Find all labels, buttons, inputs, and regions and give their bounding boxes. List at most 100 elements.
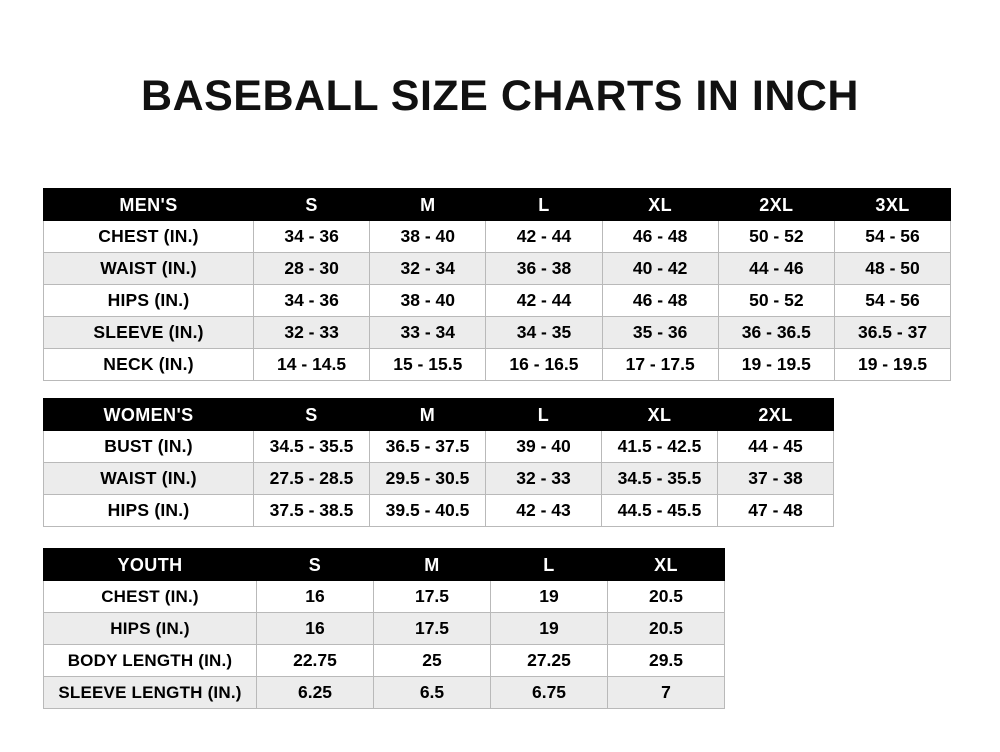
measurement-cell: 19 [490, 580, 608, 613]
youth-header-row: YOUTH S M L XL [43, 548, 725, 581]
youth-column-header-s: S [256, 548, 374, 581]
measurement-cell: 50 - 52 [717, 284, 835, 317]
measurement-cell: 20.5 [607, 580, 725, 613]
measurement-cell: 19 - 19.5 [833, 348, 952, 381]
measurement-cell: 36.5 - 37.5 [369, 430, 486, 463]
womens-header-row: WOMEN'S S M L XL 2XL [43, 398, 834, 431]
table-row: HIPS (IN.) 16 17.5 19 20.5 [43, 612, 725, 645]
measurement-cell: 54 - 56 [833, 284, 952, 317]
womens-column-header-m: M [369, 398, 486, 431]
mens-row-label: NECK (IN.) [43, 348, 254, 381]
table-row: HIPS (IN.) 34 - 36 38 - 40 42 - 44 46 - 48 50… [43, 284, 952, 317]
mens-column-header-s: S [252, 188, 371, 221]
measurement-cell: 36.5 - 37 [833, 316, 952, 349]
table-row: CHEST (IN.) 16 17.5 19 20.5 [43, 580, 725, 613]
measurement-cell: 25 [373, 644, 491, 677]
measurement-cell: 20.5 [607, 612, 725, 645]
measurement-cell: 39.5 - 40.5 [369, 494, 486, 527]
youth-table-head: YOUTH S M L XL [43, 548, 725, 581]
youth-row-label: BODY LENGTH (IN.) [43, 644, 257, 677]
measurement-cell: 7 [607, 676, 725, 709]
measurement-cell: 41.5 - 42.5 [601, 430, 718, 463]
measurement-cell: 33 - 34 [369, 316, 487, 349]
measurement-cell: 6.5 [373, 676, 491, 709]
youth-table-body: CHEST (IN.) 16 17.5 19 20.5 HIPS (IN.) 16 17.5 1… [43, 580, 725, 709]
measurement-cell: 29.5 - 30.5 [369, 462, 486, 495]
measurement-cell: 32 - 33 [252, 316, 371, 349]
measurement-cell: 14 - 14.5 [252, 348, 371, 381]
womens-table-body: BUST (IN.) 34.5 - 35.5 36.5 - 37.5 39 - 40 4… [43, 430, 834, 527]
measurement-cell: 42 - 44 [485, 284, 603, 317]
mens-column-header-l: L [485, 188, 603, 221]
measurement-cell: 44 - 46 [717, 252, 835, 285]
page-title: BASEBALL SIZE CHARTS IN INCH [141, 72, 859, 120]
table-row: NECK (IN.) 14 - 14.5 15 - 15.5 16 - 16.5 17 … [43, 348, 952, 381]
table-row: SLEEVE (IN.) 32 - 33 33 - 34 34 - 35 35 - 36… [43, 316, 952, 349]
table-row: SLEEVE LENGTH (IN.) 6.25 6.5 6.75 7 [43, 676, 725, 709]
measurement-cell: 16 [256, 580, 374, 613]
measurement-cell: 34 - 36 [252, 220, 371, 253]
measurement-cell: 46 - 48 [601, 284, 719, 317]
measurement-cell: 39 - 40 [485, 430, 602, 463]
measurement-cell: 6.75 [490, 676, 608, 709]
table-row: BODY LENGTH (IN.) 22.75 25 27.25 29.5 [43, 644, 725, 677]
measurement-cell: 34.5 - 35.5 [601, 462, 718, 495]
mens-size-table: MEN'S S M L XL 2XL 3XL CHEST (IN.) 34 - 36 38 - … [43, 188, 952, 381]
womens-size-table: WOMEN'S S M L XL 2XL BUST (IN.) 34.5 - 35.5 36.… [43, 398, 834, 527]
measurement-cell: 22.75 [256, 644, 374, 677]
measurement-cell: 47 - 48 [717, 494, 834, 527]
womens-row-label: BUST (IN.) [43, 430, 254, 463]
measurement-cell: 27.5 - 28.5 [253, 462, 370, 495]
measurement-cell: 38 - 40 [369, 220, 487, 253]
youth-row-label: SLEEVE LENGTH (IN.) [43, 676, 257, 709]
mens-corner-label: MEN'S [43, 188, 254, 221]
womens-corner-label: WOMEN'S [43, 398, 254, 431]
mens-table-body: CHEST (IN.) 34 - 36 38 - 40 42 - 44 46 - 48 5… [43, 220, 952, 381]
measurement-cell: 28 - 30 [252, 252, 371, 285]
measurement-cell: 29.5 [607, 644, 725, 677]
mens-row-label: SLEEVE (IN.) [43, 316, 254, 349]
measurement-cell: 46 - 48 [601, 220, 719, 253]
measurement-cell: 42 - 43 [485, 494, 602, 527]
mens-column-header-2xl: 2XL [717, 188, 835, 221]
womens-column-header-l: L [485, 398, 602, 431]
table-row: WAIST (IN.) 28 - 30 32 - 34 36 - 38 40 - 42 4… [43, 252, 952, 285]
measurement-cell: 34 - 36 [252, 284, 371, 317]
womens-table-head: WOMEN'S S M L XL 2XL [43, 398, 834, 431]
measurement-cell: 27.25 [490, 644, 608, 677]
youth-row-label: HIPS (IN.) [43, 612, 257, 645]
measurement-cell: 19 - 19.5 [717, 348, 835, 381]
measurement-cell: 48 - 50 [833, 252, 952, 285]
measurement-cell: 36 - 38 [485, 252, 603, 285]
measurement-cell: 6.25 [256, 676, 374, 709]
mens-column-header-xl: XL [601, 188, 719, 221]
measurement-cell: 44 - 45 [717, 430, 834, 463]
mens-header-row: MEN'S S M L XL 2XL 3XL [43, 188, 952, 221]
measurement-cell: 36 - 36.5 [717, 316, 835, 349]
measurement-cell: 17 - 17.5 [601, 348, 719, 381]
womens-column-header-s: S [253, 398, 370, 431]
measurement-cell: 38 - 40 [369, 284, 487, 317]
youth-size-table: YOUTH S M L XL CHEST (IN.) 16 17.5 19 20.5 HIPS (… [43, 548, 725, 709]
mens-row-label: WAIST (IN.) [43, 252, 254, 285]
youth-row-label: CHEST (IN.) [43, 580, 257, 613]
youth-corner-label: YOUTH [43, 548, 257, 581]
mens-table-head: MEN'S S M L XL 2XL 3XL [43, 188, 952, 221]
measurement-cell: 17.5 [373, 612, 491, 645]
measurement-cell: 40 - 42 [601, 252, 719, 285]
mens-row-label: HIPS (IN.) [43, 284, 254, 317]
measurement-cell: 35 - 36 [601, 316, 719, 349]
measurement-cell: 34 - 35 [485, 316, 603, 349]
measurement-cell: 44.5 - 45.5 [601, 494, 718, 527]
table-row: BUST (IN.) 34.5 - 35.5 36.5 - 37.5 39 - 40 4… [43, 430, 834, 463]
measurement-cell: 16 - 16.5 [485, 348, 603, 381]
measurement-cell: 54 - 56 [833, 220, 952, 253]
measurement-cell: 34.5 - 35.5 [253, 430, 370, 463]
womens-column-header-xl: XL [601, 398, 718, 431]
measurement-cell: 37 - 38 [717, 462, 834, 495]
table-row: CHEST (IN.) 34 - 36 38 - 40 42 - 44 46 - 48 5… [43, 220, 952, 253]
measurement-cell: 32 - 33 [485, 462, 602, 495]
measurement-cell: 19 [490, 612, 608, 645]
youth-column-header-l: L [490, 548, 608, 581]
